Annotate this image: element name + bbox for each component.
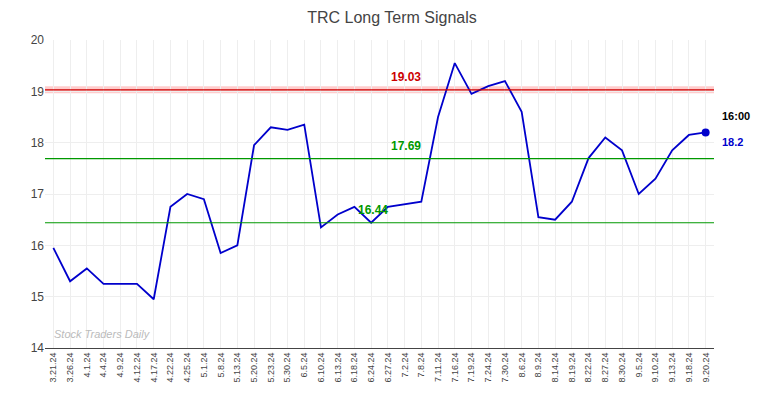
svg-text:7.19.24: 7.19.24 — [466, 353, 476, 383]
svg-text:4.9.24: 4.9.24 — [115, 353, 125, 378]
svg-text:3.21.24: 3.21.24 — [48, 353, 58, 383]
svg-text:6.24.24: 6.24.24 — [366, 353, 376, 383]
svg-text:9.18.24: 9.18.24 — [684, 353, 694, 383]
svg-text:7.8.24: 7.8.24 — [416, 353, 426, 378]
svg-text:16:00: 16:00 — [722, 110, 750, 122]
svg-text:4.17.24: 4.17.24 — [149, 353, 159, 383]
svg-text:8.30.24: 8.30.24 — [617, 353, 627, 383]
svg-text:17: 17 — [31, 187, 45, 201]
svg-text:7.2.24: 7.2.24 — [400, 353, 410, 378]
svg-text:8.22.24: 8.22.24 — [583, 353, 593, 383]
svg-text:8.9.24: 8.9.24 — [533, 353, 543, 378]
svg-text:5.20.24: 5.20.24 — [249, 353, 259, 383]
svg-text:17.69: 17.69 — [391, 139, 421, 153]
svg-text:9.5.24: 9.5.24 — [634, 353, 644, 378]
svg-text:8.27.24: 8.27.24 — [600, 353, 610, 383]
svg-text:5.8.24: 5.8.24 — [216, 353, 226, 378]
svg-text:3.26.24: 3.26.24 — [65, 353, 75, 383]
svg-text:8.6.24: 8.6.24 — [517, 353, 527, 378]
svg-text:4.4.24: 4.4.24 — [98, 353, 108, 378]
svg-text:7.11.24: 7.11.24 — [433, 353, 443, 382]
svg-text:16: 16 — [31, 239, 45, 253]
svg-text:4.22.24: 4.22.24 — [165, 353, 175, 383]
svg-text:6.27.24: 6.27.24 — [383, 353, 393, 383]
svg-text:20: 20 — [31, 33, 45, 47]
svg-text:5.23.24: 5.23.24 — [266, 353, 276, 383]
svg-text:18.2: 18.2 — [722, 136, 743, 148]
svg-text:19.03: 19.03 — [391, 70, 421, 84]
svg-text:TRC Long Term Signals: TRC Long Term Signals — [307, 9, 477, 26]
svg-text:8.19.24: 8.19.24 — [567, 353, 577, 383]
svg-text:4.12.24: 4.12.24 — [132, 353, 142, 383]
svg-text:6.10.24: 6.10.24 — [316, 353, 326, 383]
svg-text:9.10.24: 9.10.24 — [650, 353, 660, 383]
svg-text:7.16.24: 7.16.24 — [450, 353, 460, 383]
svg-text:6.5.24: 6.5.24 — [299, 353, 309, 378]
svg-text:9.13.24: 9.13.24 — [667, 353, 677, 383]
svg-text:7.24.24: 7.24.24 — [483, 353, 493, 383]
svg-text:5.13.24: 5.13.24 — [232, 353, 242, 383]
svg-text:6.13.24: 6.13.24 — [333, 353, 343, 383]
svg-text:5.30.24: 5.30.24 — [282, 353, 292, 383]
svg-text:4.25.24: 4.25.24 — [182, 353, 192, 383]
svg-text:18: 18 — [31, 136, 45, 150]
svg-text:Stock Traders Daily: Stock Traders Daily — [54, 328, 151, 340]
svg-text:5.1.24: 5.1.24 — [199, 353, 209, 378]
svg-text:7.30.24: 7.30.24 — [500, 353, 510, 383]
svg-text:8.14.24: 8.14.24 — [550, 353, 560, 383]
svg-text:4.1.24: 4.1.24 — [82, 353, 92, 378]
svg-text:15: 15 — [31, 290, 45, 304]
svg-text:16.44: 16.44 — [358, 203, 388, 217]
svg-text:19: 19 — [31, 85, 45, 99]
svg-text:9.20.24: 9.20.24 — [701, 353, 711, 383]
svg-text:6.18.24: 6.18.24 — [349, 353, 359, 383]
svg-text:14: 14 — [31, 341, 45, 355]
